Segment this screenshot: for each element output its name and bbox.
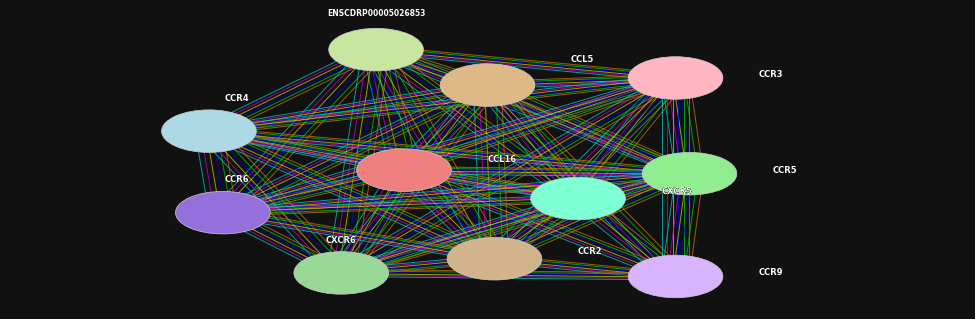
Text: CCR5: CCR5 <box>773 166 798 174</box>
Text: CXCR6: CXCR6 <box>326 235 357 245</box>
Text: CXCR6: CXCR6 <box>326 235 357 245</box>
Ellipse shape <box>176 191 270 234</box>
Text: CXCR5: CXCR5 <box>662 187 692 196</box>
Text: CCR2: CCR2 <box>578 247 603 256</box>
Text: CCL5: CCL5 <box>571 55 595 64</box>
Text: CCR6: CCR6 <box>224 175 249 184</box>
Text: CCR9: CCR9 <box>760 268 784 278</box>
Text: CCR6: CCR6 <box>224 175 249 184</box>
Ellipse shape <box>293 252 389 294</box>
Ellipse shape <box>530 177 625 220</box>
Text: CCL16: CCL16 <box>488 155 517 164</box>
Text: ENSCDRP00005026853: ENSCDRP00005026853 <box>327 9 425 18</box>
Text: CCL5: CCL5 <box>571 55 595 64</box>
Text: ENSCDRP00005026853: ENSCDRP00005026853 <box>327 9 425 18</box>
Text: CCL5: CCL5 <box>571 55 595 64</box>
Text: CCL16: CCL16 <box>488 155 517 164</box>
Text: CCR4: CCR4 <box>224 94 249 103</box>
Text: CCR3: CCR3 <box>760 70 784 79</box>
Text: CCR6: CCR6 <box>224 175 249 184</box>
Ellipse shape <box>440 64 535 106</box>
Text: CCR9: CCR9 <box>760 268 784 278</box>
Text: CXCR5: CXCR5 <box>662 187 692 196</box>
Ellipse shape <box>162 110 256 152</box>
Text: CXCR5: CXCR5 <box>662 187 692 196</box>
Text: CXCR6: CXCR6 <box>326 235 357 245</box>
Text: CCR6: CCR6 <box>224 175 249 184</box>
Ellipse shape <box>643 152 737 195</box>
Text: CCR5: CCR5 <box>773 166 798 174</box>
Text: CCR3: CCR3 <box>760 70 784 79</box>
Text: ENSCDRP00005026853: ENSCDRP00005026853 <box>327 9 425 18</box>
Text: CXCR5: CXCR5 <box>662 187 692 196</box>
Text: CCR9: CCR9 <box>760 268 784 278</box>
Text: CXCR5: CXCR5 <box>662 187 692 196</box>
Ellipse shape <box>448 237 542 280</box>
Ellipse shape <box>329 28 423 71</box>
Text: CCR4: CCR4 <box>224 94 249 103</box>
Text: CCR5: CCR5 <box>773 166 798 174</box>
Text: CCL5: CCL5 <box>571 55 595 64</box>
Text: CCL16: CCL16 <box>488 155 517 164</box>
Text: CCR2: CCR2 <box>578 247 603 256</box>
Text: CCL5: CCL5 <box>571 55 595 64</box>
Text: CXCR6: CXCR6 <box>326 235 357 245</box>
Ellipse shape <box>628 255 722 298</box>
Text: CXCR6: CXCR6 <box>326 235 357 245</box>
Text: CCR5: CCR5 <box>773 166 798 174</box>
Text: CCR5: CCR5 <box>773 166 798 174</box>
Ellipse shape <box>357 149 451 191</box>
Text: CCR4: CCR4 <box>224 94 249 103</box>
Text: CCR9: CCR9 <box>760 268 784 278</box>
Text: CCR3: CCR3 <box>760 70 784 79</box>
Text: CCR3: CCR3 <box>760 70 784 79</box>
Text: CCR9: CCR9 <box>760 268 784 278</box>
Text: CCR6: CCR6 <box>224 175 249 184</box>
Text: CCR3: CCR3 <box>760 70 784 79</box>
Text: CCR2: CCR2 <box>578 247 603 256</box>
Ellipse shape <box>628 57 722 99</box>
Text: ENSCDRP00005026853: ENSCDRP00005026853 <box>327 9 425 18</box>
Text: CCR2: CCR2 <box>578 247 603 256</box>
Text: CCR4: CCR4 <box>224 94 249 103</box>
Text: CCR4: CCR4 <box>224 94 249 103</box>
Text: CCR2: CCR2 <box>578 247 603 256</box>
Text: ENSCDRP00005026853: ENSCDRP00005026853 <box>327 9 425 18</box>
Text: CCL16: CCL16 <box>488 155 517 164</box>
Text: CCL16: CCL16 <box>488 155 517 164</box>
